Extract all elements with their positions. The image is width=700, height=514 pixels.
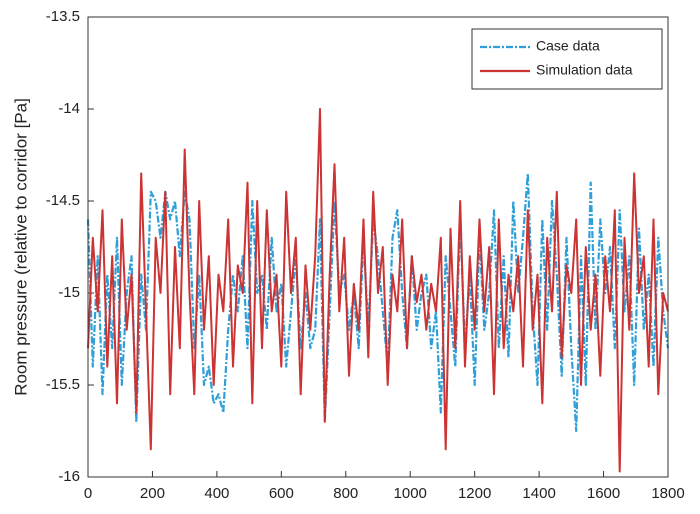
y-tick-label: -16 <box>58 468 80 485</box>
x-tick-label: 0 <box>84 485 92 502</box>
plot-frame <box>87 16 669 478</box>
y-tick-label: -14.5 <box>46 192 80 209</box>
y-tick-label: -15.5 <box>46 376 80 393</box>
y-tick-label: -14 <box>58 100 80 117</box>
y-tick-label: -13.5 <box>46 8 80 25</box>
x-tick-label: 1000 <box>394 485 427 502</box>
series-line <box>87 108 669 473</box>
x-tick-label: 1800 <box>651 485 684 502</box>
x-tick-label: 1400 <box>522 485 555 502</box>
x-tick-label: 400 <box>204 485 229 502</box>
x-tick-label: 200 <box>140 485 165 502</box>
x-tick-label: 600 <box>269 485 294 502</box>
x-tick-label: 800 <box>333 485 358 502</box>
legend-label: Case data <box>536 38 600 54</box>
legend-label: Simulation data <box>536 62 633 78</box>
y-tick-label: -15 <box>58 284 80 301</box>
y-axis-label: Room pressure (relative to corridor [Pa] <box>11 98 30 396</box>
legend-box <box>471 28 663 90</box>
x-tick-label: 1600 <box>587 485 620 502</box>
x-tick-label: 1200 <box>458 485 491 502</box>
series-line <box>86 172 670 433</box>
